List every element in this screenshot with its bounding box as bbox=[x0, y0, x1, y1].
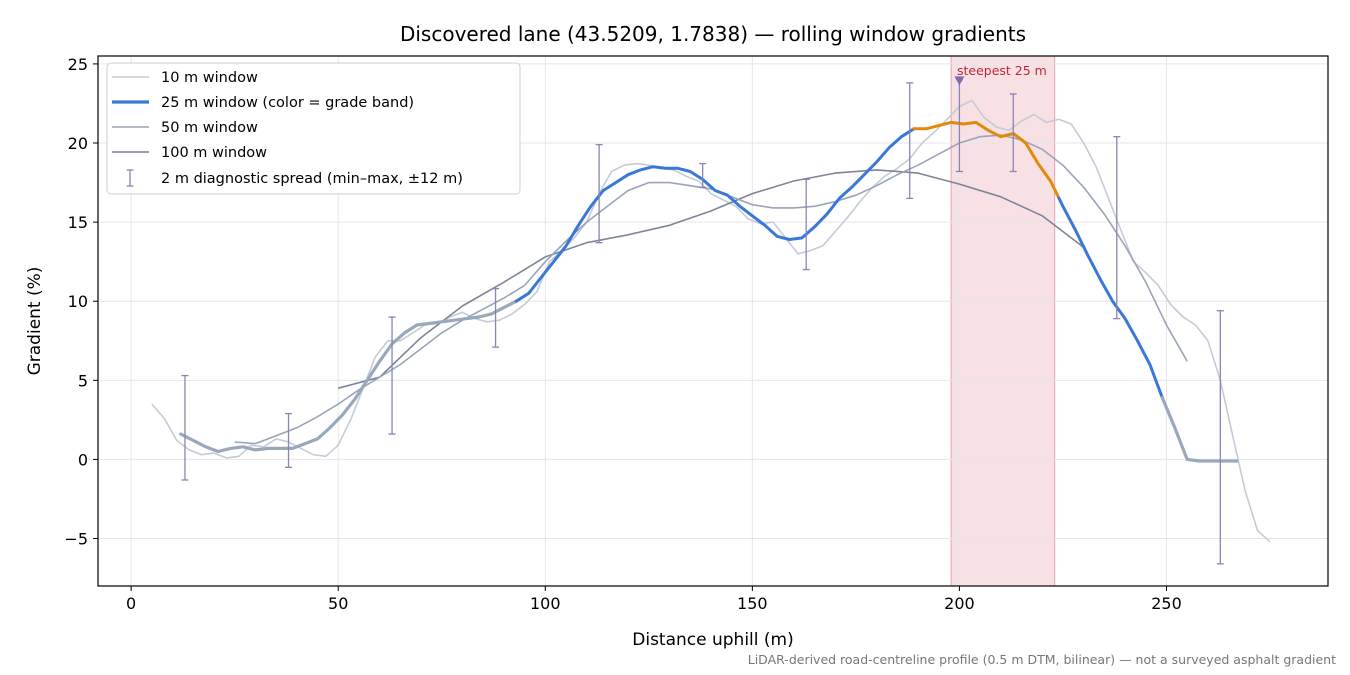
steepest-highlight bbox=[950, 55, 1056, 587]
legend-label: 50 m window bbox=[161, 120, 258, 136]
series-50m-line bbox=[234, 134, 1188, 445]
x-tick-label: 50 bbox=[328, 594, 348, 613]
series-25m-segment bbox=[514, 127, 916, 303]
series-25m-segment bbox=[1057, 196, 1164, 400]
y-tick-label: 0 bbox=[78, 450, 88, 469]
chart-title: Discovered lane (43.5209, 1.7838) — roll… bbox=[400, 22, 1026, 46]
series-100m-line bbox=[337, 169, 1085, 389]
legend-label: 25 m window (color = grade band) bbox=[161, 95, 414, 111]
x-tick-label: 100 bbox=[530, 594, 561, 613]
y-tick-label: −5 bbox=[64, 530, 88, 549]
annotations: steepest 25 m bbox=[954, 63, 1047, 86]
legend-label: 100 m window bbox=[161, 145, 267, 161]
series bbox=[151, 99, 1271, 543]
y-tick-label: 5 bbox=[78, 371, 88, 390]
steepest-band bbox=[950, 55, 1056, 587]
y-axis-title: Gradient (%) bbox=[25, 267, 45, 376]
series-25m-segment bbox=[179, 299, 518, 454]
y-tick-label: 20 bbox=[68, 134, 88, 153]
plot-frame bbox=[97, 55, 1329, 587]
x-tick-label: 200 bbox=[944, 594, 975, 613]
legend: 10 m window 25 m window (color = grade ba… bbox=[106, 62, 521, 195]
x-tick-label: 150 bbox=[737, 594, 768, 613]
x-tick-label: 250 bbox=[1151, 594, 1182, 613]
x-axis-title: Distance uphill (m) bbox=[632, 630, 793, 650]
series-10m-line bbox=[151, 99, 1271, 543]
y-tick-label: 25 bbox=[68, 55, 88, 74]
legend-label: 2 m diagnostic spread (min–max, ±12 m) bbox=[161, 171, 463, 187]
y-tick-label: 10 bbox=[68, 292, 88, 311]
legend-label: 10 m window bbox=[161, 70, 258, 86]
series-25m-segment bbox=[912, 120, 1061, 200]
ticks: 0 50 100 150 200 250 −5 0 5 10 15 20 25 bbox=[64, 55, 1181, 613]
steepest-marker bbox=[954, 76, 965, 86]
diagnostic-spread bbox=[181, 79, 1224, 565]
series-25m-segment bbox=[1160, 396, 1239, 463]
legend-box bbox=[106, 62, 521, 195]
footnote: LiDAR-derived road-centreline profile (0… bbox=[748, 652, 1336, 667]
steepest-label: steepest 25 m bbox=[957, 63, 1047, 78]
y-tick-label: 15 bbox=[68, 213, 88, 232]
x-tick-label: 0 bbox=[126, 594, 136, 613]
